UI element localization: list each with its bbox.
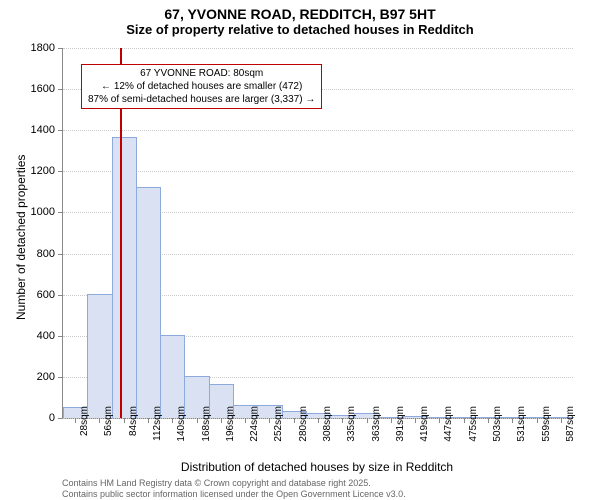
xtick-label: 335sqm	[346, 406, 357, 446]
marker-info-line: 67 YVONNE ROAD: 80sqm	[88, 67, 315, 80]
xtick-mark	[367, 418, 368, 423]
xtick-mark	[318, 418, 319, 423]
xtick-mark	[464, 418, 465, 423]
ytick-mark	[58, 377, 63, 378]
ytick-mark	[58, 336, 63, 337]
chart-subtitle: Size of property relative to detached ho…	[0, 22, 600, 41]
ytick-mark	[58, 418, 63, 419]
xtick-mark	[148, 418, 149, 423]
xtick-mark	[537, 418, 538, 423]
xtick-label: 475sqm	[468, 406, 479, 446]
xtick-label: 224sqm	[249, 406, 260, 446]
marker-info-line: ← 12% of detached houses are smaller (47…	[88, 80, 315, 93]
chart-title: 67, YVONNE ROAD, REDDITCH, B97 5HT	[0, 0, 600, 22]
xtick-label: 252sqm	[273, 406, 284, 446]
xtick-mark	[269, 418, 270, 423]
histogram-bar	[112, 137, 137, 418]
ytick-label: 1600	[15, 83, 55, 95]
xtick-mark	[439, 418, 440, 423]
ytick-mark	[58, 254, 63, 255]
ytick-mark	[58, 89, 63, 90]
xtick-label: 168sqm	[201, 406, 212, 446]
histogram-bar	[87, 294, 112, 418]
footer-line-2: Contains public sector information licen…	[62, 489, 406, 500]
xtick-mark	[415, 418, 416, 423]
ytick-label: 800	[15, 248, 55, 260]
ytick-label: 1000	[15, 206, 55, 218]
xtick-mark	[245, 418, 246, 423]
xtick-label: 503sqm	[492, 406, 503, 446]
xtick-label: 559sqm	[541, 406, 552, 446]
ytick-label: 1800	[15, 42, 55, 54]
gridline	[63, 130, 573, 131]
xtick-label: 587sqm	[565, 406, 576, 446]
xtick-mark	[512, 418, 513, 423]
xtick-label: 84sqm	[128, 406, 139, 446]
gridline	[63, 171, 573, 172]
ytick-label: 600	[15, 289, 55, 301]
xtick-label: 112sqm	[152, 406, 163, 446]
ytick-label: 400	[15, 330, 55, 342]
xtick-mark	[197, 418, 198, 423]
xtick-label: 531sqm	[516, 406, 527, 446]
ytick-label: 200	[15, 371, 55, 383]
histogram-bar	[136, 187, 161, 418]
xtick-mark	[172, 418, 173, 423]
xtick-label: 280sqm	[298, 406, 309, 446]
ytick-label: 0	[15, 412, 55, 424]
xtick-mark	[99, 418, 100, 423]
xtick-label: 419sqm	[419, 406, 430, 446]
xtick-mark	[221, 418, 222, 423]
ytick-mark	[58, 295, 63, 296]
gridline	[63, 48, 573, 49]
xtick-label: 447sqm	[443, 406, 454, 446]
xtick-label: 56sqm	[103, 406, 114, 446]
xtick-mark	[342, 418, 343, 423]
x-axis-label: Distribution of detached houses by size …	[62, 460, 572, 474]
xtick-mark	[294, 418, 295, 423]
ytick-mark	[58, 48, 63, 49]
ytick-mark	[58, 130, 63, 131]
ytick-label: 1400	[15, 124, 55, 136]
ytick-mark	[58, 212, 63, 213]
xtick-mark	[561, 418, 562, 423]
xtick-mark	[75, 418, 76, 423]
xtick-label: 140sqm	[176, 406, 187, 446]
marker-info-box: 67 YVONNE ROAD: 80sqm← 12% of detached h…	[81, 64, 322, 109]
footer-line-1: Contains HM Land Registry data © Crown c…	[62, 478, 406, 489]
xtick-label: 28sqm	[79, 406, 90, 446]
xtick-mark	[124, 418, 125, 423]
plot-area: 02004006008001000120014001600180028sqm56…	[62, 48, 573, 419]
xtick-mark	[488, 418, 489, 423]
xtick-label: 363sqm	[371, 406, 382, 446]
ytick-label: 1200	[15, 165, 55, 177]
chart-container: { "title": "67, YVONNE ROAD, REDDITCH, B…	[0, 0, 600, 500]
ytick-mark	[58, 171, 63, 172]
xtick-label: 308sqm	[322, 406, 333, 446]
xtick-label: 196sqm	[225, 406, 236, 446]
xtick-label: 391sqm	[395, 406, 406, 446]
footer-text: Contains HM Land Registry data © Crown c…	[62, 478, 406, 500]
marker-info-line: 87% of semi-detached houses are larger (…	[88, 93, 315, 106]
xtick-mark	[391, 418, 392, 423]
